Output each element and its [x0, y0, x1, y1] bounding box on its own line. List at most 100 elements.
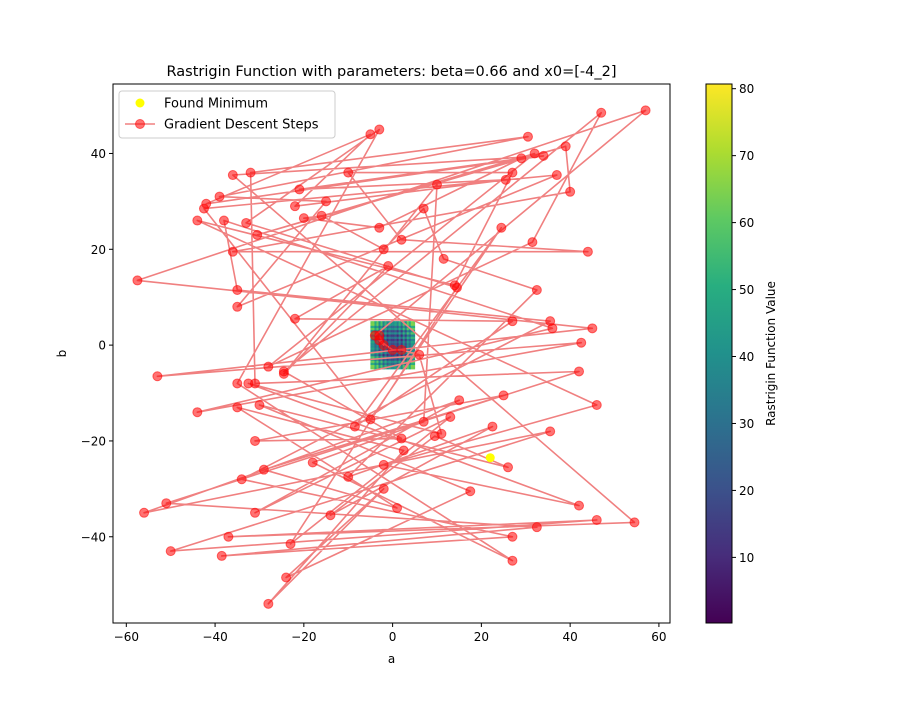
heatmap-cell	[370, 342, 373, 346]
descent-point	[500, 174, 511, 185]
heatmap-cell	[404, 342, 408, 346]
heatmap-cell	[392, 323, 395, 326]
colorbar-tick-label: 10	[739, 551, 754, 565]
descent-point	[192, 407, 203, 418]
heatmap-cell	[410, 362, 414, 366]
descent-point	[587, 323, 598, 334]
descent-point	[527, 237, 538, 248]
found-minimum-point	[485, 453, 495, 463]
heatmap-cell	[372, 345, 375, 348]
heatmap-cell	[400, 364, 403, 368]
colorbar-label: Rastrigin Function Value	[764, 281, 778, 426]
heatmap-cell	[382, 358, 385, 361]
heatmap-cell	[374, 321, 377, 324]
heatmap-cell	[378, 323, 381, 326]
colorbar-gradient	[705, 83, 733, 624]
heatmap-cell	[388, 338, 391, 342]
heatmap-cell	[408, 345, 412, 348]
heatmap-cell	[374, 364, 377, 368]
heatmap-cell	[396, 353, 399, 357]
heatmap-cell	[392, 362, 395, 366]
descent-point	[378, 459, 389, 470]
descent-point	[640, 105, 651, 116]
heatmap-cell	[398, 332, 401, 335]
heatmap-cell	[398, 358, 401, 361]
heatmap-cell	[406, 323, 410, 326]
descent-point	[365, 129, 376, 140]
heatmap-cell	[408, 362, 412, 366]
heatmap-cell	[394, 362, 397, 366]
heatmap-cell	[374, 325, 377, 328]
descent-point	[538, 150, 549, 161]
heatmap-cell	[386, 362, 389, 366]
heatmap-cell	[374, 327, 377, 331]
heatmap-cell	[396, 364, 399, 368]
descent-point	[591, 514, 602, 525]
heatmap-cell	[386, 329, 389, 333]
heatmap-cell	[390, 334, 393, 337]
heatmap-cell	[384, 329, 387, 333]
heatmap-cell	[390, 338, 393, 342]
heatmap-cell	[408, 325, 412, 328]
heatmap-cell	[412, 358, 416, 361]
heatmap-cell	[372, 325, 375, 328]
descent-point	[378, 340, 389, 351]
descent-points	[132, 105, 651, 609]
heatmap-cell	[382, 323, 385, 326]
heatmap-cell	[388, 325, 391, 328]
colorbar-tick-label: 60	[739, 216, 754, 230]
x-tick-label: 60	[651, 630, 666, 644]
heatmap-cell	[370, 356, 373, 359]
heatmap-cell	[406, 364, 410, 368]
heatmap-cell	[390, 342, 393, 346]
heatmap-cell	[382, 360, 385, 363]
descent-point	[216, 550, 227, 561]
heatmap-cell	[398, 366, 401, 370]
descent-point	[507, 531, 518, 542]
heatmap-cell	[376, 366, 379, 370]
heatmap-cell	[390, 360, 393, 363]
heatmap-cell	[392, 342, 395, 346]
heatmap-cell	[400, 334, 403, 337]
heatmap-cell	[386, 321, 389, 324]
heatmap-cell	[400, 332, 403, 335]
heatmap-cell	[384, 356, 387, 359]
heatmap-cell	[374, 345, 377, 348]
descent-point	[289, 313, 300, 324]
heatmap-cell	[380, 351, 383, 355]
heatmap-cell	[378, 321, 381, 324]
heatmap-cell	[376, 351, 379, 355]
heatmap-cell	[370, 340, 373, 344]
chart-title: Rastrigin Function with parameters: beta…	[167, 64, 617, 80]
heatmap-cell	[386, 325, 389, 328]
descent-point	[223, 531, 234, 542]
heatmap-cell	[410, 366, 414, 370]
descent-point	[289, 201, 300, 212]
descent-point	[387, 344, 398, 355]
heatmap-cell	[398, 334, 401, 337]
heatmap-cell	[398, 325, 401, 328]
heatmap-cell	[372, 353, 375, 357]
heatmap-cell	[394, 325, 397, 328]
heatmap-cell	[386, 358, 389, 361]
colorbar: 10 20 30 40 50 60 70 80 Rastrigin Function Valu…	[705, 82, 778, 624]
heatmap-cell	[400, 329, 403, 333]
descent-point	[629, 517, 640, 528]
heatmap-cell	[374, 360, 377, 363]
descent-point	[192, 215, 203, 226]
descent-point	[241, 217, 252, 228]
heatmap-cell	[396, 362, 399, 366]
heatmap-cell	[388, 332, 391, 335]
heatmap-cell	[412, 349, 416, 352]
descent-point	[574, 366, 585, 377]
heatmap-cell	[402, 329, 406, 333]
descent-point	[596, 107, 607, 118]
heatmap-cell	[382, 329, 385, 333]
descent-point	[414, 349, 425, 360]
heatmap-cell	[372, 366, 375, 370]
descent-point	[438, 253, 449, 264]
colorbar-tick-label: 80	[739, 82, 754, 96]
heatmap-cell	[400, 325, 403, 328]
heatmap-cell	[410, 325, 414, 328]
descent-point	[232, 301, 243, 312]
